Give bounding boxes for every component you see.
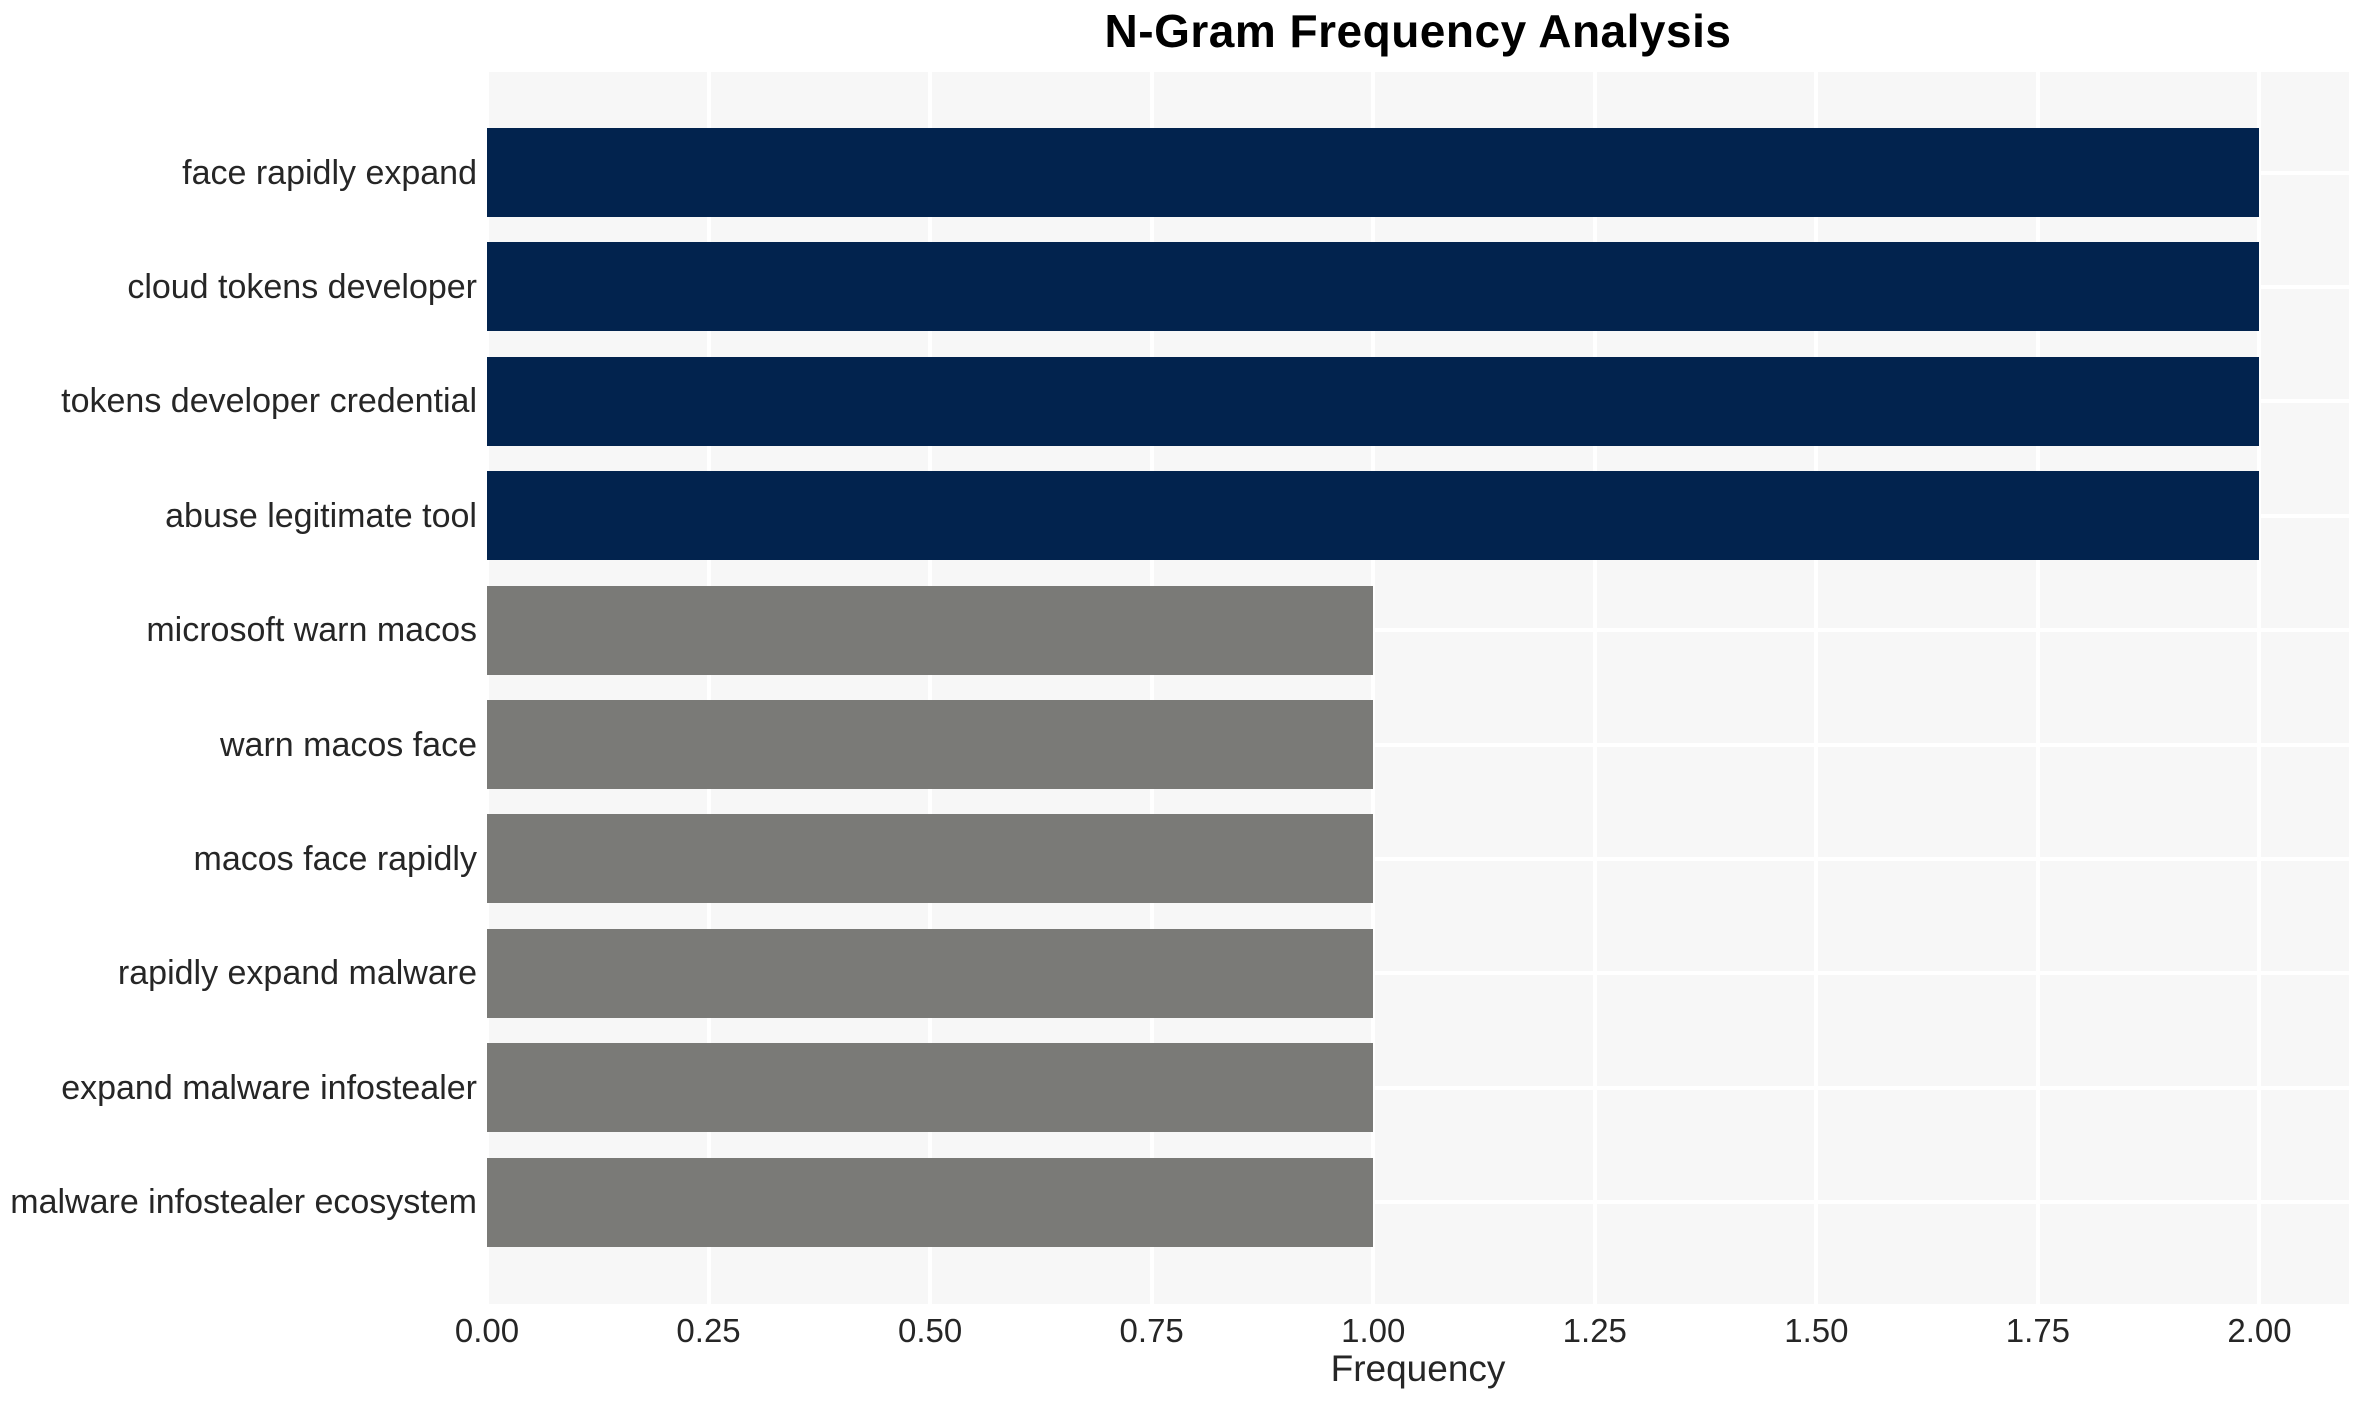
y-axis-label: face rapidly expand: [182, 153, 477, 192]
y-axis-label: rapidly expand malware: [117, 954, 477, 993]
gridline-x: [2035, 72, 2040, 1304]
gridline-y: [487, 971, 2349, 976]
bar: [487, 1043, 1374, 1133]
x-tick-label: 1.00: [1341, 1312, 1406, 1349]
gridline-x: [1371, 72, 1376, 1304]
x-tick-label: 0.50: [897, 1312, 963, 1349]
gridline-y: [487, 628, 2349, 633]
gridline-x: [1592, 72, 1597, 1304]
y-axis-label: cloud tokens developer: [127, 267, 477, 306]
bar: [487, 700, 1374, 789]
gridline-x: [2257, 72, 2262, 1304]
bar: [487, 1157, 1374, 1247]
bar: [487, 471, 2260, 561]
bar: [487, 242, 2260, 332]
x-tick-label: 1.25: [1562, 1312, 1627, 1349]
y-axis-label: microsoft warn macos: [146, 611, 477, 650]
bar: [487, 128, 2260, 217]
gridline-y: [487, 742, 2349, 747]
chart-title: N-Gram Frequency Analysis: [1104, 5, 1732, 57]
bar: [487, 928, 1374, 1018]
y-axis-label: warn macos face: [220, 725, 477, 764]
x-tick-label: 1.75: [2005, 1312, 2071, 1349]
gridline-y: [487, 856, 2349, 861]
gridline-y: [487, 1085, 2349, 1090]
gridline-x: [1814, 72, 1819, 1304]
y-axis-label: macos face rapidly: [193, 839, 477, 878]
y-axis-label: expand malware infostealer: [61, 1068, 477, 1107]
x-tick-label: 0.00: [454, 1312, 520, 1349]
x-tick-label: 0.75: [1119, 1312, 1184, 1349]
y-axis-label: abuse legitimate tool: [165, 496, 477, 535]
bar: [487, 585, 1374, 675]
gridline-x: [928, 72, 933, 1304]
y-axis-label: malware infostealer ecosystem: [10, 1183, 477, 1222]
x-tick-label: 2.00: [2227, 1312, 2292, 1349]
bar: [487, 356, 2260, 446]
gridline-x: [706, 72, 711, 1304]
x-tick-label: 0.25: [676, 1312, 741, 1349]
gridline-x: [1149, 72, 1154, 1304]
bar: [487, 814, 1374, 904]
plot-panel: [487, 72, 2349, 1304]
x-axis-title: Frequency: [1330, 1348, 1506, 1389]
gridline-x: [487, 72, 489, 1304]
gridline-y: [487, 1200, 2349, 1205]
x-tick-label: 1.50: [1784, 1312, 1849, 1349]
y-axis-label: tokens developer credential: [61, 382, 477, 421]
